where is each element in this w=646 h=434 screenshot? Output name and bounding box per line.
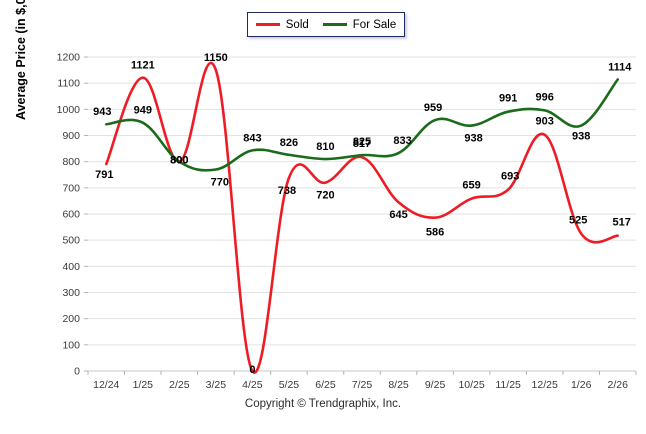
- data-point-label: 0: [249, 364, 255, 376]
- data-point-label: 586: [426, 227, 444, 239]
- x-tick-label: 10/25: [458, 379, 484, 391]
- x-axis-ticks-group: 12/24 1/25 2/25 3/25 4/25 5/25 6/25 7/25 8/25 9/2…: [87, 371, 637, 391]
- y-tick-label: 400: [62, 261, 80, 273]
- data-point-label: 659: [462, 180, 480, 192]
- x-tick-label: 1/25: [133, 379, 154, 391]
- data-point-label: 800: [170, 155, 188, 167]
- data-point-label: 938: [464, 133, 482, 145]
- data-point-label: 720: [316, 190, 334, 202]
- data-point-label: 517: [613, 217, 631, 229]
- data-point-label: 991: [499, 93, 517, 105]
- data-point-label: 943: [93, 106, 111, 118]
- data-point-label: 938: [572, 131, 590, 143]
- x-tick-label: 5/25: [279, 379, 300, 391]
- data-point-label: 1114: [608, 62, 632, 74]
- legend-swatch-sold: [255, 23, 280, 26]
- copyright-notice: Copyright © Trendgraphix, Inc.: [244, 398, 402, 410]
- data-point-label: 843: [243, 132, 261, 144]
- data-point-label: 738: [278, 185, 296, 197]
- y-tick-label: 700: [62, 182, 80, 194]
- y-tick-label: 800: [62, 156, 80, 168]
- data-point-label: 903: [535, 116, 553, 128]
- x-tick-label: 4/25: [242, 379, 263, 391]
- legend-swatch-for-sale: [322, 23, 347, 26]
- gridlines-group: [84, 56, 636, 372]
- data-point-label: 645: [389, 209, 407, 221]
- x-tick-label: 12/24: [93, 379, 119, 391]
- data-point-label: 800: [170, 155, 188, 167]
- x-tick-label: 7/25: [352, 379, 373, 391]
- series-lines-group: [104, 61, 620, 374]
- x-tick-label: 12/25: [532, 379, 558, 391]
- data-point-label: 810: [316, 141, 334, 153]
- legend-label-for-sale: For Sale: [352, 18, 397, 31]
- legend-label-sold: Sold: [285, 18, 309, 31]
- x-tick-label: 8/25: [388, 379, 409, 391]
- data-point-label: 959: [424, 102, 442, 114]
- data-point-label: 1121: [131, 60, 155, 72]
- data-point-label: 770: [211, 177, 229, 189]
- y-tick-label: 100: [62, 339, 80, 351]
- y-tick-label: 600: [62, 209, 80, 221]
- y-tick-label: 200: [62, 313, 80, 325]
- y-tick-label: 300: [62, 287, 80, 299]
- y-tick-label: 0: [74, 366, 80, 378]
- x-tick-label: 1/26: [571, 379, 592, 391]
- y-tick-label: 900: [62, 130, 80, 142]
- y-tick-label: 500: [62, 235, 80, 247]
- data-point-label: 1150: [204, 52, 228, 64]
- data-point-label: 791: [95, 169, 113, 181]
- y-tick-label: 1000: [57, 104, 81, 116]
- x-tick-label: 3/25: [206, 379, 227, 391]
- y-tick-label: 1100: [57, 78, 80, 90]
- data-point-label: 525: [569, 215, 587, 227]
- data-point-label: 825: [353, 136, 371, 148]
- x-tick-label: 9/25: [425, 379, 446, 391]
- y-axis-title: Average Price (in $,000): [14, 0, 28, 120]
- chart-legend: Sold For Sale: [247, 12, 405, 37]
- y-axis-ticks-group: 0 100 200 300 400 500 600 700 800 900 1000 1100 1200: [57, 52, 81, 378]
- legend-item-sold: Sold: [255, 18, 309, 31]
- data-point-label: 833: [393, 135, 411, 147]
- x-tick-label: 6/25: [315, 379, 336, 391]
- y-tick-label: 1200: [57, 52, 81, 64]
- data-point-label: 826: [280, 137, 298, 149]
- series-line-for-sale: [104, 78, 620, 172]
- data-point-label: 996: [535, 91, 553, 103]
- data-point-label: 817: [353, 138, 371, 150]
- x-tick-label: 2/25: [169, 379, 190, 391]
- data-labels-group: 791 1121 800 1150 0 738 720 817 645 586 659 693 903 5…: [93, 52, 632, 376]
- x-tick-label: 2/26: [608, 379, 629, 391]
- data-point-label: 949: [134, 105, 152, 117]
- series-line-sold: [104, 61, 620, 374]
- legend-item-for-sale: For Sale: [322, 18, 397, 31]
- data-point-label: 693: [501, 171, 519, 183]
- x-tick-label: 11/25: [495, 379, 521, 391]
